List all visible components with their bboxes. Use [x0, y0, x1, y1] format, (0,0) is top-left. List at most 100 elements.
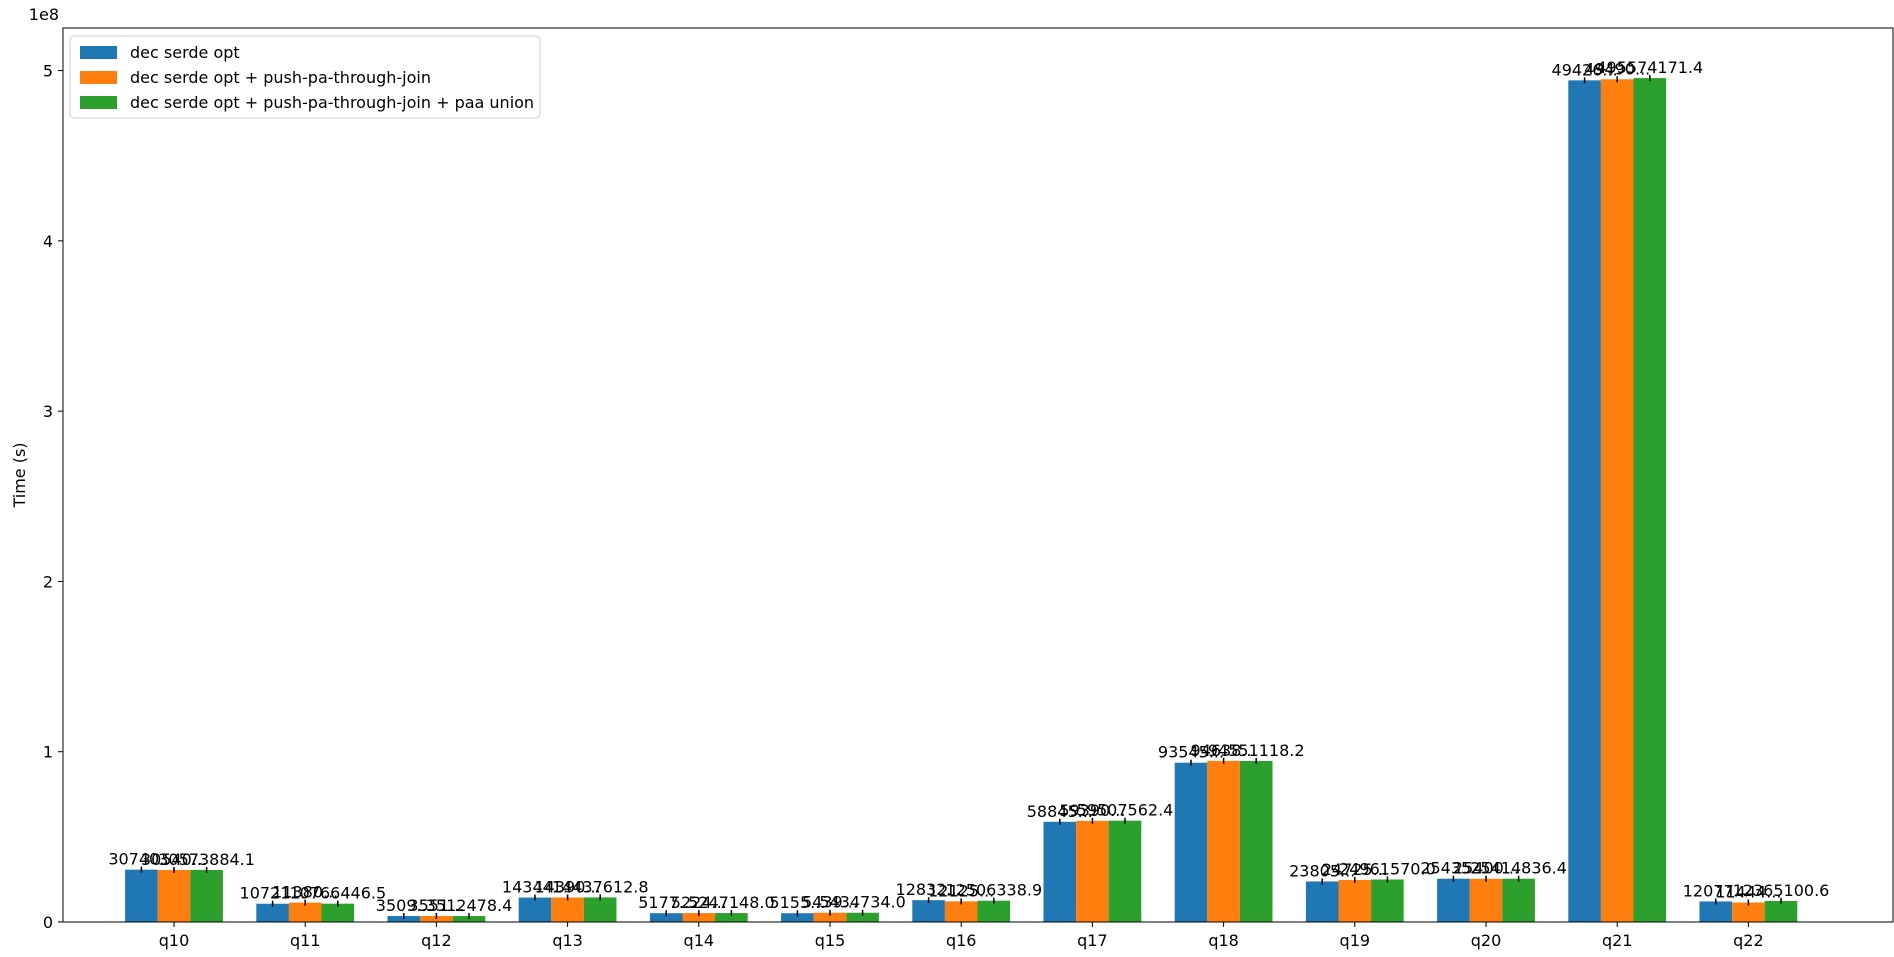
legend: dec serde opt dec serde opt + push-pa-thr… [69, 35, 541, 119]
legend-swatch-series-2 [80, 71, 117, 84]
bar-q18-series-1 [1174, 762, 1208, 922]
y-axis-offset-text: 1e8 [29, 5, 59, 24]
bar-q16-series-2 [944, 901, 978, 922]
x-tick-label-q16: q16 [946, 931, 977, 950]
bar-value-label: 58845... [1027, 802, 1093, 821]
x-tick-label-q19: q19 [1340, 931, 1371, 950]
y-axis: 0 1 2 3 4 5 [43, 62, 63, 932]
bar-q17-series-1 [1043, 821, 1077, 922]
error-bars-layer [140, 75, 1782, 920]
y-tick-label: 2 [43, 572, 53, 591]
bar-value-label: 3551... [408, 896, 464, 915]
bar-value-label: 5434734.0 [819, 893, 906, 912]
bar-value-label: 12365100.6 [1733, 881, 1830, 900]
bar-q20-series-1 [1437, 878, 1470, 922]
bar-value-label: 59390... [1059, 801, 1125, 820]
bar-q17-series-2 [1076, 820, 1109, 922]
bar-value-label: 3509... [376, 896, 432, 915]
plot-frame [62, 27, 1894, 923]
bar-q16-series-3 [977, 900, 1011, 922]
y-tick-label: 4 [43, 232, 53, 251]
bar-value-label: 25435... [1420, 859, 1486, 878]
bar-value-label: 23805... [1289, 861, 1355, 880]
bar-value-label: 5247148.0 [688, 893, 775, 912]
bar-q11-series-3 [321, 903, 355, 922]
bar-q14-series-1 [649, 913, 683, 922]
bar-q22-series-3 [1764, 900, 1798, 922]
bar-q17-series-3 [1108, 820, 1142, 922]
x-tick-label-q22: q22 [1733, 931, 1764, 950]
bar-value-label: 12077... [1683, 881, 1749, 900]
bar-value-label: 49490... [1584, 59, 1650, 78]
y-axis-title: Time (s) [10, 442, 29, 508]
x-tick-label-q11: q11 [290, 931, 321, 950]
x-tick-label-q14: q14 [684, 931, 715, 950]
legend-swatch-series-1 [80, 46, 117, 59]
legend-label-series-2: dec serde opt + push-pa-through-join [130, 68, 431, 87]
bar-q18-series-2 [1207, 760, 1240, 922]
bar-value-label: 24725... [1322, 860, 1388, 879]
x-tick-label-q15: q15 [815, 931, 846, 950]
bar-q15-series-2 [813, 912, 847, 922]
x-tick-label-q13: q13 [552, 931, 583, 950]
x-tick-label-q20: q20 [1471, 931, 1502, 950]
bar-q15-series-1 [781, 913, 814, 922]
y-tick-label: 3 [43, 402, 53, 421]
bar-q11-series-2 [288, 902, 322, 922]
x-tick-label-q12: q12 [421, 931, 452, 950]
bar-value-label: 12832... [896, 880, 962, 899]
bar-q21-series-1 [1568, 80, 1601, 923]
x-axis: q10 q11 q12 q13 q14 q15 q16 q17 q18 q19 q20 q21 q22 [159, 922, 1764, 950]
bar-value-label: 93545... [1158, 743, 1224, 762]
bar-q21-series-3 [1633, 78, 1667, 923]
bar-value-label: 30540... [141, 850, 207, 869]
bar-value-label: 94551118.2 [1208, 741, 1305, 760]
bar-value-label: 14437612.8 [552, 877, 649, 896]
bar-value-label: 25400... [1453, 859, 1519, 878]
bar-q13-series-3 [583, 897, 617, 922]
bar-value-label: 5224... [671, 893, 727, 912]
bar-value-label: 11444... [1715, 883, 1781, 902]
bar-value-label: 14390... [535, 877, 601, 896]
legend-label-series-3: dec serde opt + push-pa-through-join + p… [130, 93, 534, 112]
bar-q12-series-2 [420, 915, 453, 922]
bar-value-label: 30573884.1 [158, 850, 255, 869]
bar-q14-series-3 [715, 913, 748, 922]
bar-value-label: 49426... [1552, 60, 1618, 79]
bar-value-label: 24961570.0 [1339, 859, 1436, 878]
bar-value-label: 12506338.9 [945, 881, 1042, 900]
bar-q11-series-1 [256, 903, 289, 922]
bar-value-label: 59507562.4 [1077, 801, 1174, 820]
legend-box [69, 35, 541, 119]
bar-q10-series-2 [157, 869, 191, 922]
bar-q19-series-2 [1338, 879, 1372, 922]
bar-value-label: 5177... [638, 893, 694, 912]
bar-q18-series-3 [1239, 760, 1273, 922]
y-tick-label: 0 [43, 913, 53, 932]
bar-q10-series-1 [125, 869, 158, 922]
bar-q19-series-1 [1305, 881, 1339, 922]
bar-value-label: 10721... [240, 884, 306, 903]
bar-q13-series-1 [518, 897, 552, 922]
bar-value-label: 94638... [1191, 741, 1257, 760]
bar-value-label: 495574171.4 [1596, 58, 1703, 77]
bar-q15-series-3 [846, 912, 879, 922]
x-tick-label-q18: q18 [1208, 931, 1239, 950]
bars-layer [125, 78, 1798, 923]
x-tick-label-q21: q21 [1602, 931, 1633, 950]
x-tick-label-q10: q10 [159, 931, 190, 950]
bar-value-label: 10766446.5 [289, 884, 386, 903]
bar-q21-series-2 [1600, 79, 1634, 923]
bar-q16-series-1 [912, 900, 945, 922]
bar-value-label: 5439... [802, 893, 858, 912]
bar-q13-series-2 [551, 897, 584, 922]
bar-q20-series-3 [1502, 878, 1535, 922]
bar-value-label: 12125... [928, 881, 994, 900]
bar-value-label: 3512478.4 [426, 896, 513, 915]
legend-swatch-series-3 [80, 96, 117, 109]
y-tick-label: 5 [43, 62, 53, 81]
bar-q19-series-3 [1371, 879, 1404, 922]
y-tick-label: 1 [43, 743, 53, 762]
bar-q22-series-2 [1732, 902, 1765, 922]
bar-q10-series-3 [190, 869, 223, 922]
